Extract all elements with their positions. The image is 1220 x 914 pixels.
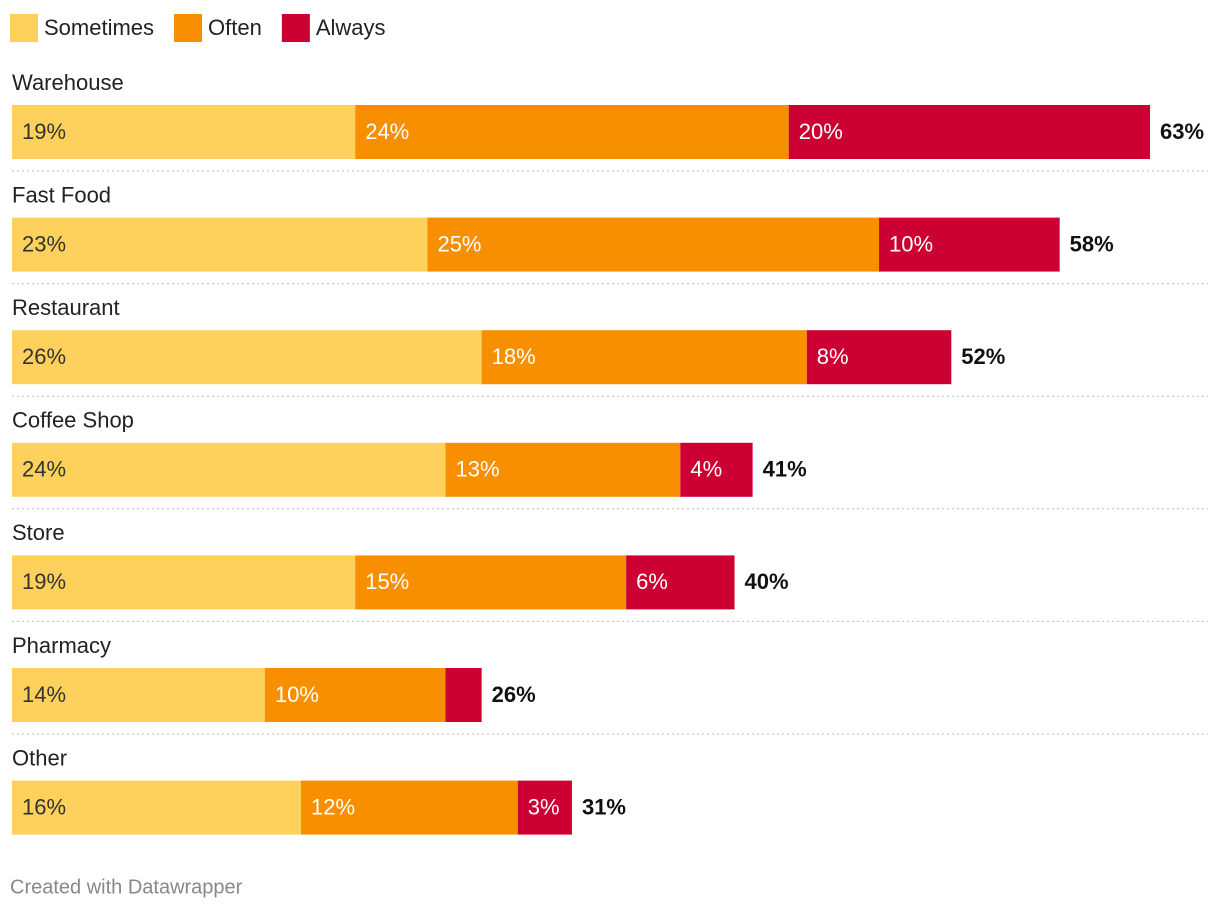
value-label: 20% (799, 119, 843, 144)
bar-segment (12, 217, 428, 272)
bar-segment (301, 780, 518, 835)
value-label: 19% (22, 119, 66, 144)
bar-segment (517, 780, 572, 835)
bar-segment (12, 442, 446, 497)
total-label: 26% (492, 682, 536, 707)
category-label: Restaurant (12, 295, 120, 320)
category-label: Warehouse (12, 70, 124, 95)
category-label: Store (12, 520, 65, 545)
bar-segment (427, 217, 880, 272)
category-label: Other (12, 745, 67, 770)
value-label: 10% (889, 231, 933, 256)
bar-segment (12, 105, 356, 159)
value-label: 15% (365, 569, 409, 594)
bar-segment (12, 668, 265, 722)
bar-segment (12, 555, 356, 610)
bar-segment (806, 330, 952, 385)
bar-segment (481, 330, 807, 385)
value-label: 16% (22, 794, 66, 819)
bar-segment (12, 330, 482, 385)
total-label: 41% (763, 457, 807, 482)
legend-swatch (10, 14, 38, 42)
value-label: 10% (275, 682, 319, 707)
bar-segment (445, 442, 681, 497)
bar-segment (12, 780, 302, 835)
bar-segment (788, 105, 1150, 159)
value-label: 6% (636, 569, 668, 594)
bar-segment (445, 668, 482, 722)
total-label: 52% (961, 344, 1005, 369)
total-label: 31% (582, 794, 626, 819)
legend-swatch (174, 14, 203, 42)
value-label: 18% (492, 344, 536, 369)
total-label: 58% (1070, 231, 1114, 256)
total-label: 40% (745, 569, 789, 594)
category-label: Coffee Shop (12, 408, 134, 433)
value-label: 24% (365, 119, 409, 144)
legend-label: Often (208, 15, 262, 40)
legend-swatch (281, 14, 310, 42)
bar-segment (355, 105, 789, 159)
value-label: 25% (437, 231, 481, 256)
value-label: 26% (22, 344, 66, 369)
category-label: Pharmacy (12, 633, 111, 658)
bar-segment (355, 555, 627, 610)
value-label: 12% (311, 794, 355, 819)
bar-segment (626, 555, 735, 610)
value-label: 23% (22, 231, 66, 256)
value-label: 13% (456, 457, 500, 482)
bar-segment (680, 442, 753, 497)
value-label: 3% (528, 794, 560, 819)
legend-label: Always (316, 15, 386, 40)
legend-label: Sometimes (44, 15, 154, 40)
bar-segment (264, 668, 446, 722)
value-label: 4% (690, 457, 722, 482)
bar-segment (879, 217, 1060, 272)
value-label: 19% (22, 569, 66, 594)
credit: Created with Datawrapper (10, 876, 243, 898)
value-label: 14% (22, 682, 66, 707)
value-label: 24% (22, 457, 66, 482)
total-label: 63% (1160, 119, 1204, 144)
value-label: 8% (817, 344, 849, 369)
category-label: Fast Food (12, 182, 111, 207)
